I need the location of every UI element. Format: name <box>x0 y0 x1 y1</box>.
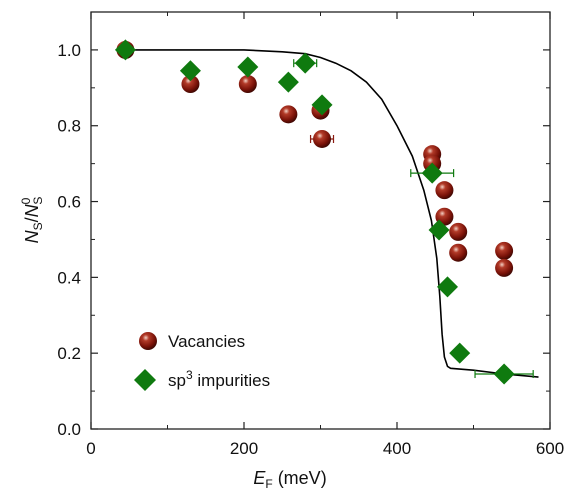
legend-sp3-marker <box>134 369 156 391</box>
svg-text:NS/N0S: NS/N0S <box>19 197 45 244</box>
x-tick-label: 400 <box>383 439 411 458</box>
legend-sp3-label: sp3 impurities <box>168 368 270 390</box>
vacancy-point <box>313 129 332 148</box>
axis-ticks: 0 200 400 600 0.0 0.2 0.4 0.6 0.8 1.0 <box>57 11 564 458</box>
y-tick-label: 0.4 <box>57 268 81 287</box>
svg-text:EF (meV): EF (meV) <box>253 468 326 491</box>
sp3-impurity-point <box>428 219 450 241</box>
y-axis-symbol-n0: N <box>22 203 42 217</box>
x-axis-unit: (meV) <box>278 468 327 488</box>
vacancy-point <box>435 181 454 200</box>
x-tick-label: 200 <box>230 439 258 458</box>
vacancy-point <box>181 75 200 94</box>
y-tick-label: 0.2 <box>57 344 81 363</box>
y-tick-label: 1.0 <box>57 41 81 60</box>
legend-vacancies-label: Vacancies <box>168 332 245 351</box>
vacancy-point <box>449 243 468 262</box>
vacancy-point <box>449 222 468 241</box>
sp3-impurity-point <box>311 94 333 116</box>
x-axis-subscript: F <box>265 477 272 491</box>
sp3-impurity-point <box>449 342 471 364</box>
sp3-impurity-point <box>294 52 316 74</box>
vacancy-point <box>279 105 298 124</box>
sp3-impurity-point <box>179 60 201 82</box>
y-axis-label: NS/N0S <box>19 197 45 244</box>
sp3-impurity-point <box>237 56 259 78</box>
sp3-impurity-point <box>277 71 299 93</box>
sp3-impurity-point <box>114 39 136 61</box>
vacancy-point <box>495 241 514 260</box>
vacancy-point <box>238 75 257 94</box>
plot-frame <box>90 11 551 430</box>
plot-area <box>90 11 551 430</box>
marker-layer <box>114 39 515 385</box>
y-axis-superscript-0: 0 <box>19 197 33 204</box>
y-tick-label: 0.8 <box>57 117 81 136</box>
y-axis-subscript-s0: S <box>31 197 45 205</box>
sp3-impurity-point <box>493 363 515 385</box>
legend: Vacancies sp3 impurities <box>134 332 270 391</box>
y-axis-subscript-s: S <box>31 222 45 230</box>
sp3-impurity-point <box>436 276 458 298</box>
y-tick-label: 0.0 <box>57 420 81 439</box>
y-axis-slash: / <box>22 217 42 222</box>
model-curve <box>121 49 539 378</box>
sp3-impurity-point <box>421 162 443 184</box>
vacancy-point <box>495 258 514 277</box>
x-tick-label: 0 <box>86 439 95 458</box>
legend-vacancies-marker <box>139 332 157 350</box>
y-tick-label: 0.6 <box>57 193 81 212</box>
x-tick-label: 600 <box>536 439 564 458</box>
x-axis-symbol: E <box>253 468 266 488</box>
x-axis-label: EF (meV) <box>253 468 326 491</box>
y-axis-symbol-n: N <box>22 229 42 243</box>
model-curve-layer <box>121 49 539 378</box>
